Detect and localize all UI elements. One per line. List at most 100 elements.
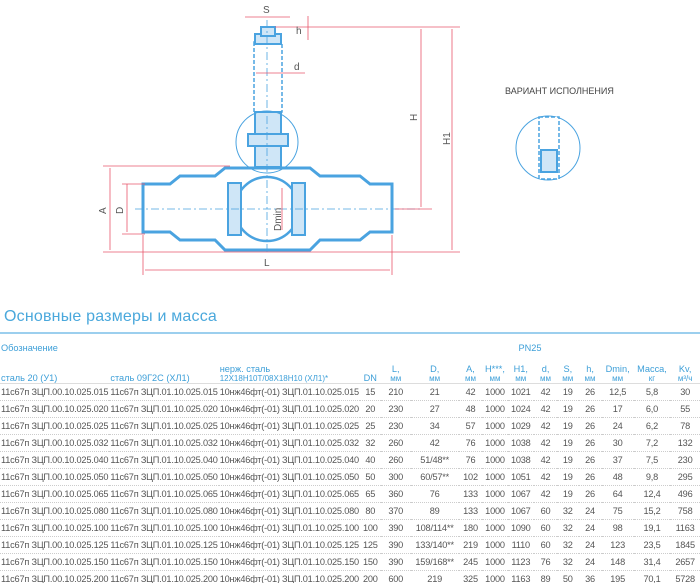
table-cell: 11с67п ЗЦП.01.10.025.032 — [109, 434, 219, 452]
table-cell: 32 — [557, 536, 579, 554]
table-cell: 7,2 — [633, 434, 671, 452]
table-cell: 148 — [601, 553, 634, 571]
table-cell: 390 — [380, 519, 411, 537]
table-row: 11с67п ЗЦП.00.10.025.025 11с67п ЗЦП.01.10… — [0, 417, 700, 435]
table-cell: 89 — [534, 570, 558, 583]
table-cell: 11с67п ЗЦП.01.10.025.015 — [109, 383, 219, 401]
column-header-name: Dmin, — [605, 364, 630, 374]
table-cell: 19,1 — [633, 519, 671, 537]
table-cell: 325 — [458, 570, 483, 583]
table-cell: 78 — [670, 417, 700, 435]
column-header-row: сталь 20 (У1) сталь 09Г2С (ХЛ1) нерж. стал… — [0, 353, 700, 384]
table-cell: 102 — [458, 468, 483, 486]
table-cell: 295 — [670, 468, 700, 486]
column-header-unit: мм — [489, 374, 501, 383]
table-cell: 1067 — [507, 502, 535, 520]
table-cell: 360 — [380, 485, 411, 503]
table-cell: 1000 — [482, 570, 508, 583]
table-cell: 1029 — [507, 417, 535, 435]
label-d: d — [294, 62, 300, 73]
table-cell: 23,5 — [633, 536, 671, 554]
group-header: Обозначение — [1, 343, 58, 353]
table-cell: 11с67п ЗЦП.01.10.025.025 — [109, 417, 219, 435]
column-header: Масса, кг — [633, 353, 671, 384]
table-cell: 180 — [458, 519, 483, 537]
table-row: 11с67п ЗЦП.00.10.025.150 11с67п ЗЦП.01.10… — [0, 553, 700, 571]
table-cell: 100 — [359, 519, 381, 537]
column-header: h, мм — [578, 353, 602, 384]
table-cell: 60 — [534, 519, 558, 537]
table-cell: 11с67п ЗЦП.00.10.025.125 — [0, 536, 110, 554]
table-cell: 11с67п ЗЦП.01.10.025.125 — [109, 536, 219, 554]
column-header-name: Kv, — [678, 364, 692, 374]
table-cell: 219 — [410, 570, 459, 583]
table-cell: 42 — [534, 400, 558, 418]
table-cell: 10нж46фт(-01) ЗЦП.01.10.025.040 — [218, 451, 360, 469]
table-cell: 1163 — [507, 570, 535, 583]
column-header-name: H1, — [513, 364, 528, 374]
table-cell: 11с67п ЗЦП.00.10.025.020 — [0, 400, 110, 418]
table-cell: 390 — [380, 536, 411, 554]
table-cell: 11с67п ЗЦП.00.10.025.015 — [0, 383, 110, 401]
column-header: A, мм — [458, 353, 483, 384]
table-cell: 2657 — [670, 553, 700, 571]
column-header-unit: кг — [648, 374, 656, 383]
table-cell: 50 — [557, 570, 579, 583]
divider — [0, 332, 700, 334]
table-cell: 390 — [380, 553, 411, 571]
column-header-name: h, — [586, 364, 594, 374]
table-cell: 600 — [380, 570, 411, 583]
table-cell: 42 — [534, 434, 558, 452]
table-row: 11с67п ЗЦП.00.10.025.015 11с67п ЗЦП.01.10… — [0, 383, 700, 401]
table-cell: 10нж46фт(-01) ЗЦП.01.10.025.025 — [218, 417, 360, 435]
table-cell: 50 — [359, 468, 381, 486]
table-cell: 15,2 — [633, 502, 671, 520]
table-cell: 75 — [601, 502, 634, 520]
table-cell: 1000 — [482, 502, 508, 520]
table-cell: 19 — [557, 383, 579, 401]
table-cell: 108/114** — [410, 519, 459, 537]
table-cell: 42 — [534, 468, 558, 486]
table-cell: 11с67п ЗЦП.00.10.025.065 — [0, 485, 110, 503]
column-header-unit: мм — [515, 374, 527, 383]
table-cell: 1123 — [507, 553, 535, 571]
column-header: D, мм — [410, 353, 459, 384]
table-cell: 1000 — [482, 434, 508, 452]
label-D: D — [115, 207, 126, 214]
table-cell: 57 — [458, 417, 483, 435]
table-cell: 76 — [534, 553, 558, 571]
table-cell: 11с67п ЗЦП.01.10.025.150 — [109, 553, 219, 571]
table-cell: 11с67п ЗЦП.01.10.025.050 — [109, 468, 219, 486]
label-A: A — [98, 207, 109, 214]
table-cell: 27 — [410, 400, 459, 418]
table-cell: 55 — [670, 400, 700, 418]
table-cell: 65 — [359, 485, 381, 503]
table-cell: 32 — [557, 553, 579, 571]
valve-drawing: S h d H H1 A D Dmin L — [98, 5, 581, 275]
table-cell: 11с67п ЗЦП.00.10.025.150 — [0, 553, 110, 571]
section-title: Основные размеры и масса — [4, 308, 218, 325]
table-cell: 6,2 — [633, 417, 671, 435]
table-cell: 11с67п ЗЦП.01.10.025.040 — [109, 451, 219, 469]
column-header-name: сталь 20 (У1) — [1, 373, 58, 383]
table-row: 11с67п ЗЦП.00.10.025.032 11с67п ЗЦП.01.10… — [0, 434, 700, 452]
table-cell: 1038 — [507, 434, 535, 452]
table-cell: 6,0 — [633, 400, 671, 418]
table-cell: 10нж46фт(-01) ЗЦП.01.10.025.100 — [218, 519, 360, 537]
column-header: H***, мм — [482, 353, 508, 384]
table-cell: 10нж46фт(-01) ЗЦП.01.10.025.015 — [218, 383, 360, 401]
table-cell: 42 — [410, 434, 459, 452]
valve-body — [141, 26, 394, 252]
table-row: 11с67п ЗЦП.00.10.025.020 11с67п ЗЦП.01.10… — [0, 400, 700, 418]
table-cell: 60 — [534, 502, 558, 520]
table-cell: 11с67п ЗЦП.01.10.025.020 — [109, 400, 219, 418]
table-cell: 1024 — [507, 400, 535, 418]
column-header-unit: мм — [562, 374, 574, 383]
table-cell: 132 — [670, 434, 700, 452]
table-cell: 150 — [359, 553, 381, 571]
table-cell: 219 — [458, 536, 483, 554]
table-cell: 11с67п ЗЦП.01.10.025.100 — [109, 519, 219, 537]
table-cell: 1000 — [482, 468, 508, 486]
table-cell: 1000 — [482, 417, 508, 435]
column-header-unit: мм — [465, 374, 477, 383]
